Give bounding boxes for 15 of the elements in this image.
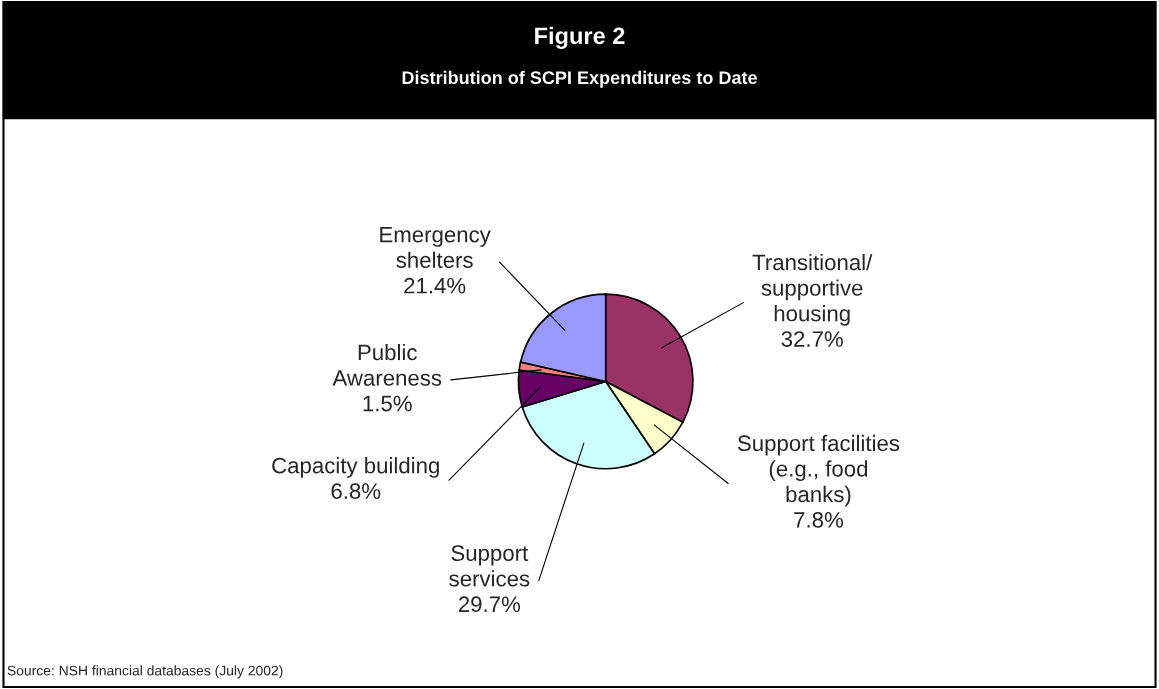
slice-label: Capacity building [272, 457, 439, 478]
slice-label: Public Awareness [332, 343, 442, 386]
source-note: Source: NSH financial databases (July 2002) [7, 665, 283, 679]
slice-label: Support facilities (e.g., food banks) [737, 434, 900, 507]
data-label: 7.8% [794, 512, 843, 528]
chart-title: Figure 2 [535, 26, 625, 49]
data-label: 1.5% [363, 395, 412, 412]
data-label: 6.8% [331, 483, 381, 499]
slice-label: Support services [449, 545, 530, 587]
data-label: 29.7% [458, 596, 521, 613]
data-label: 32.7% [781, 331, 843, 347]
slice-label: Emergency shelters [380, 226, 491, 269]
data-label: 21.4% [404, 277, 466, 294]
chart-subtitle: Distribution of SCPI Expenditures to Date [402, 70, 757, 88]
slice-label: Transitional/ supportive housing [752, 253, 873, 326]
